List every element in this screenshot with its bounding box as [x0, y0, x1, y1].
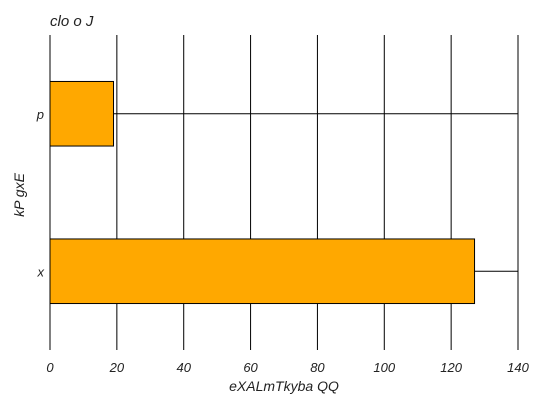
x-tick-label: 80 — [310, 360, 325, 375]
y-tick-label: p — [36, 107, 44, 122]
y-tick-label: x — [37, 264, 45, 279]
x-tick-label: 100 — [373, 360, 395, 375]
grid-lines — [49, 35, 519, 350]
x-tick-label: 60 — [243, 360, 258, 375]
x-tick-label: 20 — [109, 360, 125, 375]
x-tick-label: 0 — [46, 360, 54, 375]
error-bars — [113, 113, 518, 272]
x-axis-label: eXALmTkyba QQ — [229, 378, 339, 394]
x-tick-label: 140 — [507, 360, 529, 375]
bar-x — [49, 238, 476, 305]
x-tick-labels: 0 20 40 60 80 100 120 140 — [46, 360, 529, 375]
y-tick-labels: px — [36, 107, 45, 280]
x-tick-label: 40 — [176, 360, 191, 375]
bars — [49, 80, 476, 305]
y-axis-label: kP gxE — [11, 172, 27, 216]
x-tick-label: 120 — [440, 360, 462, 375]
bar-p — [49, 80, 115, 147]
chart-title: clo o J — [50, 13, 94, 30]
